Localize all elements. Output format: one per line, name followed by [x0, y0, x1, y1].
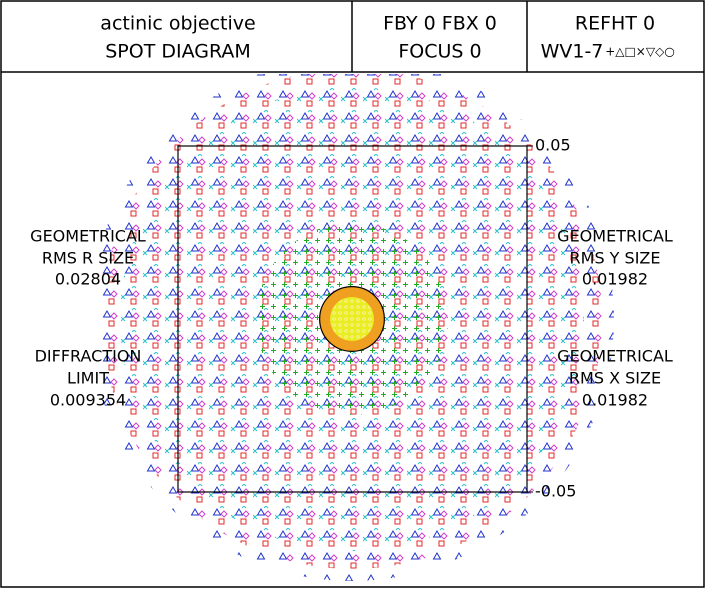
core-rays [330, 297, 374, 341]
wavelength-symbols: +△□×▽◇○ [605, 45, 675, 59]
stat-value: 0.01982 [582, 391, 648, 410]
stat-label: RMS R SIZE [42, 249, 134, 268]
stat-label: GEOMETRICAL [30, 227, 146, 246]
refht: REFHT 0 [575, 13, 655, 35]
stat-value: 0.02804 [55, 270, 121, 289]
stat-label: GEOMETRICAL [557, 347, 673, 366]
stat-value: 0.009354 [50, 391, 126, 410]
stat-value: 0.01982 [582, 270, 648, 289]
field: FBY 0 FBX 0 [383, 13, 497, 35]
y-tick-label: 0.05 [535, 136, 571, 155]
stat-label: RMS Y SIZE [570, 249, 661, 268]
title: actinic objective [100, 13, 255, 35]
y-ticks: -0.05 0.05 [527, 136, 576, 501]
plot-area [177, 145, 528, 493]
subtitle: SPOT DIAGRAM [105, 41, 251, 63]
focus: FOCUS 0 [398, 41, 481, 63]
y-tick-label: -0.05 [535, 482, 576, 501]
stat-label: LIMIT [67, 369, 109, 388]
stat-label: GEOMETRICAL [557, 227, 673, 246]
stat-label: DIFFRACTION [35, 347, 142, 366]
stat-label: RMS X SIZE [569, 369, 661, 388]
wavelengths: WV1-7 [541, 41, 604, 63]
